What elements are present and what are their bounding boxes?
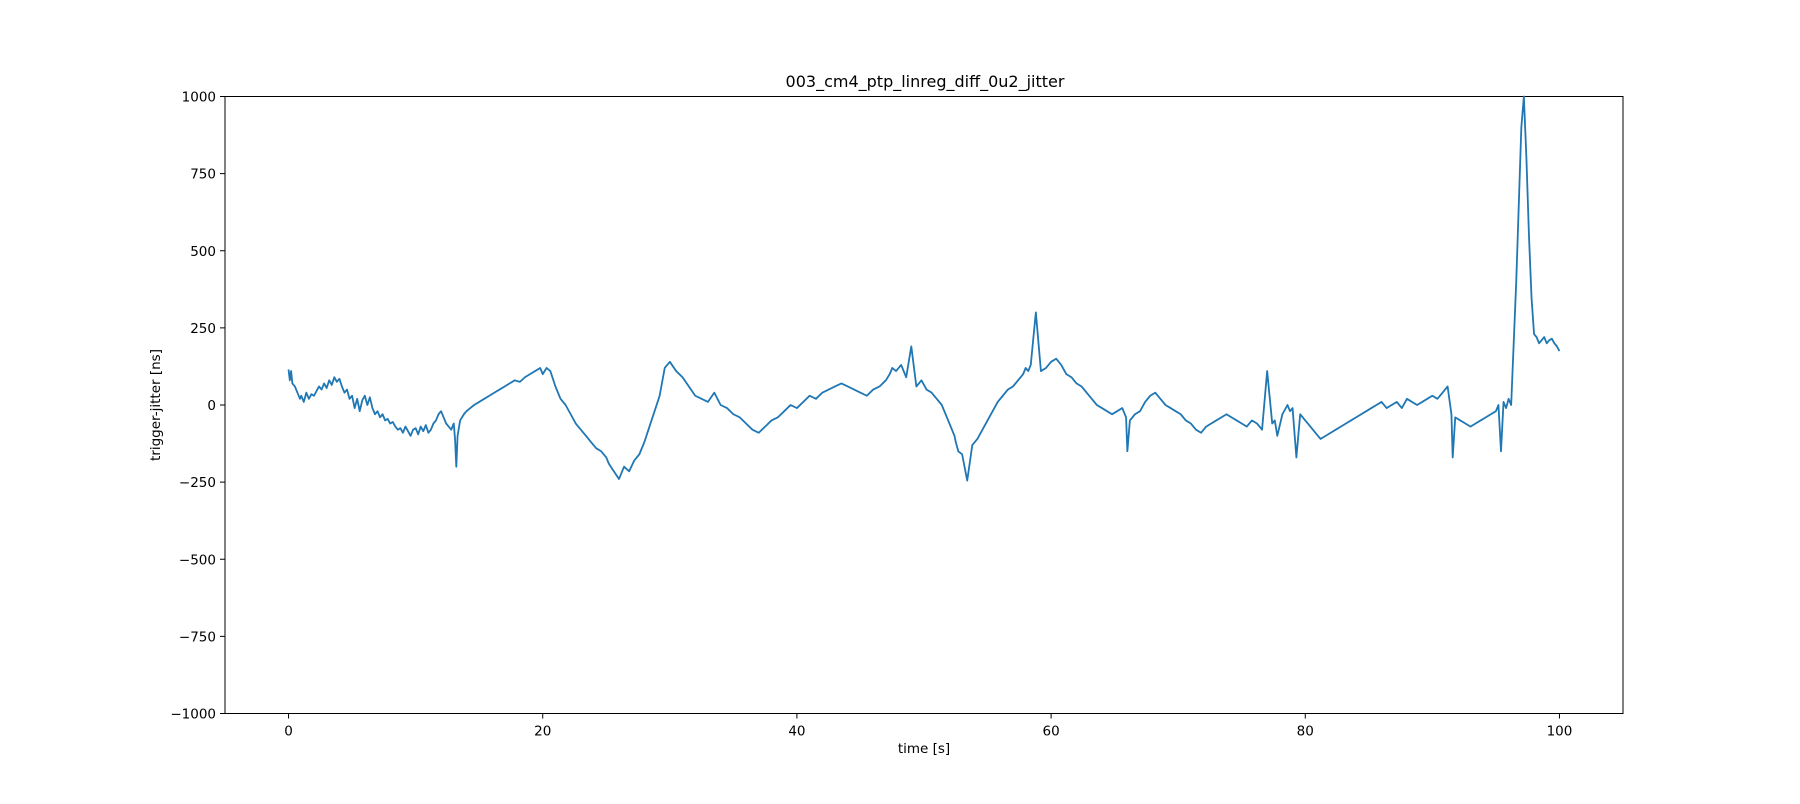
y-tick-label: 1000 [182,90,216,106]
y-tick-label: −1000 [170,707,216,723]
x-tick-label: 100 [1547,724,1573,740]
y-tick-label: −500 [179,552,216,568]
y-axis: −1000 −750 −500 −250 0 250 500 750 1000 [170,90,225,723]
series-line-jitter [287,95,1561,482]
x-tick-label: 40 [788,724,805,740]
x-tick-label: 60 [1042,724,1059,740]
plot-frame [224,96,1624,714]
y-axis-label: trigger-jitter [ns] [148,349,164,461]
y-tick-label: −250 [179,475,216,491]
y-tick-label: 500 [190,244,216,260]
x-tick-label: 80 [1297,724,1314,740]
x-tick-label: 0 [284,724,293,740]
x-axis: 0 20 40 60 80 100 [284,713,1573,740]
y-tick-label: 250 [190,321,216,337]
y-tick-label: 0 [207,398,216,414]
plot-area [224,95,1624,714]
chart-title: 003_cm4_ptp_linreg_diff_0u2_jitter [786,72,1065,92]
x-tick-label: 20 [534,724,551,740]
x-axis-label: time [s] [898,741,950,757]
y-tick-label: −750 [179,629,216,645]
y-tick-label: 750 [190,167,216,183]
